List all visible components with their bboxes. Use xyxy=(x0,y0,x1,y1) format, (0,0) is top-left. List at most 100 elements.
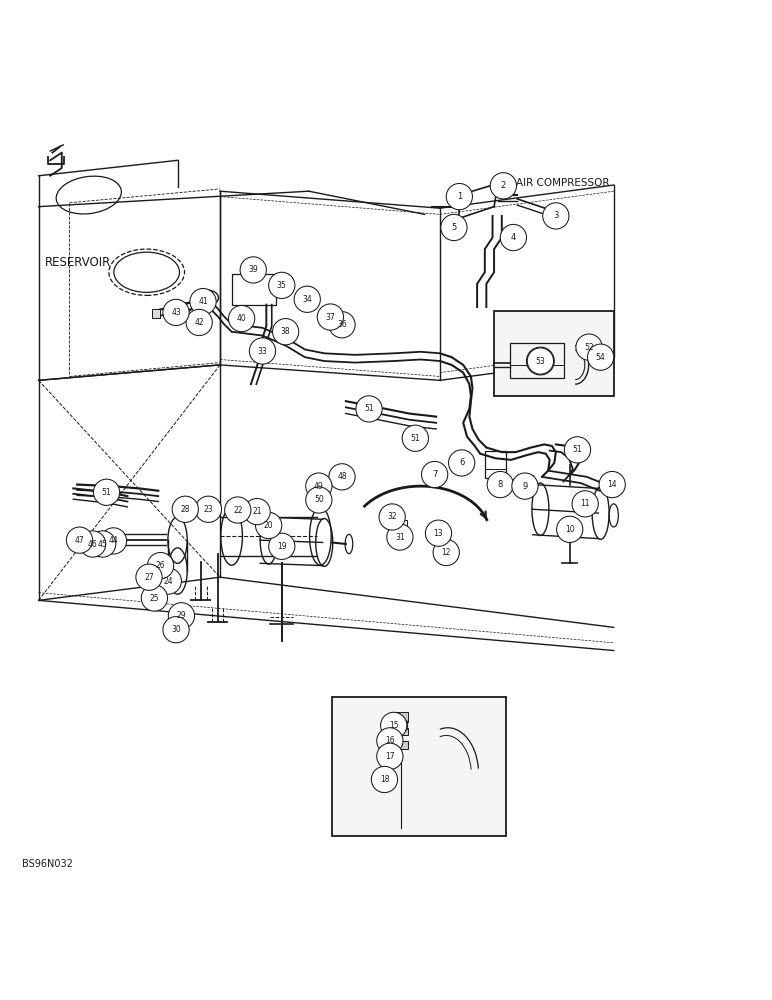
Circle shape xyxy=(356,396,382,422)
Text: 15: 15 xyxy=(389,721,398,730)
Circle shape xyxy=(190,288,216,315)
Text: 31: 31 xyxy=(395,533,405,542)
Circle shape xyxy=(80,531,106,557)
Circle shape xyxy=(587,344,614,370)
Text: 47: 47 xyxy=(75,536,84,545)
Text: 7: 7 xyxy=(432,470,437,479)
Circle shape xyxy=(240,257,266,283)
Circle shape xyxy=(66,527,93,553)
Text: 28: 28 xyxy=(181,505,190,514)
Circle shape xyxy=(557,516,583,542)
Text: 2: 2 xyxy=(501,181,506,190)
Circle shape xyxy=(402,425,428,451)
Circle shape xyxy=(381,712,407,739)
Circle shape xyxy=(527,348,554,374)
Text: AIR COMPRESSOR: AIR COMPRESSOR xyxy=(516,178,609,188)
Bar xyxy=(96,535,106,546)
Bar xyxy=(85,535,95,546)
Circle shape xyxy=(229,305,255,332)
Circle shape xyxy=(500,224,527,251)
Text: 18: 18 xyxy=(380,775,389,784)
Text: 23: 23 xyxy=(204,505,213,514)
Circle shape xyxy=(441,214,467,241)
Circle shape xyxy=(256,512,282,539)
Bar xyxy=(494,311,614,396)
Circle shape xyxy=(306,473,332,499)
Bar xyxy=(332,697,506,836)
Circle shape xyxy=(136,564,162,590)
Circle shape xyxy=(387,524,413,550)
Circle shape xyxy=(168,603,195,629)
Text: 46: 46 xyxy=(88,540,97,549)
Bar xyxy=(108,535,118,546)
Circle shape xyxy=(329,312,355,338)
Bar xyxy=(232,274,276,305)
Text: 33: 33 xyxy=(258,347,267,356)
Text: 52: 52 xyxy=(584,343,594,352)
Circle shape xyxy=(244,498,270,525)
Circle shape xyxy=(425,520,452,546)
Text: 37: 37 xyxy=(326,313,335,322)
Circle shape xyxy=(487,471,513,498)
Circle shape xyxy=(599,471,625,498)
Bar xyxy=(396,712,408,722)
Text: 3: 3 xyxy=(554,211,558,220)
Circle shape xyxy=(186,309,212,336)
Circle shape xyxy=(163,617,189,643)
Text: 53: 53 xyxy=(536,357,545,366)
Bar xyxy=(73,535,83,546)
Text: 30: 30 xyxy=(171,625,181,634)
Text: 27: 27 xyxy=(144,573,154,582)
Text: 14: 14 xyxy=(608,480,617,489)
Text: 22: 22 xyxy=(233,506,242,515)
Circle shape xyxy=(306,487,332,513)
Text: 32: 32 xyxy=(388,512,397,521)
Text: 43: 43 xyxy=(171,308,181,317)
Text: 19: 19 xyxy=(277,542,286,551)
Text: 24: 24 xyxy=(164,577,173,586)
Circle shape xyxy=(195,496,222,522)
Text: BS96N032: BS96N032 xyxy=(22,859,73,869)
Text: 54: 54 xyxy=(596,353,605,362)
Text: 38: 38 xyxy=(281,327,290,336)
Text: 8: 8 xyxy=(498,480,503,489)
Circle shape xyxy=(225,497,251,523)
Bar xyxy=(390,520,407,529)
Circle shape xyxy=(512,473,538,499)
Text: 48: 48 xyxy=(337,472,347,481)
Circle shape xyxy=(377,728,403,754)
Text: 12: 12 xyxy=(442,548,451,557)
Bar xyxy=(152,309,160,318)
Circle shape xyxy=(576,334,602,360)
Circle shape xyxy=(371,766,398,793)
Text: 25: 25 xyxy=(150,594,159,603)
Circle shape xyxy=(543,203,569,229)
Text: 26: 26 xyxy=(156,561,165,570)
Circle shape xyxy=(100,528,127,554)
Text: 35: 35 xyxy=(277,281,286,290)
Text: 49: 49 xyxy=(314,482,323,491)
Text: 34: 34 xyxy=(303,295,312,304)
Circle shape xyxy=(377,743,403,769)
Text: 39: 39 xyxy=(249,265,258,274)
Circle shape xyxy=(564,437,591,463)
Text: 13: 13 xyxy=(434,529,443,538)
Text: 20: 20 xyxy=(264,521,273,530)
Circle shape xyxy=(317,304,344,330)
Bar xyxy=(510,343,564,378)
Circle shape xyxy=(379,504,405,530)
Text: 40: 40 xyxy=(237,314,246,323)
Text: 51: 51 xyxy=(102,488,111,497)
Text: RESERVOIR: RESERVOIR xyxy=(45,256,111,269)
Text: 51: 51 xyxy=(573,445,582,454)
Text: 1: 1 xyxy=(457,192,462,201)
Bar xyxy=(390,527,407,536)
Bar xyxy=(519,475,533,485)
Circle shape xyxy=(269,533,295,559)
Circle shape xyxy=(329,464,355,490)
Text: 42: 42 xyxy=(195,318,204,327)
Text: 21: 21 xyxy=(252,507,262,516)
Text: 50: 50 xyxy=(314,495,323,504)
Text: 36: 36 xyxy=(337,320,347,329)
Circle shape xyxy=(422,461,448,488)
